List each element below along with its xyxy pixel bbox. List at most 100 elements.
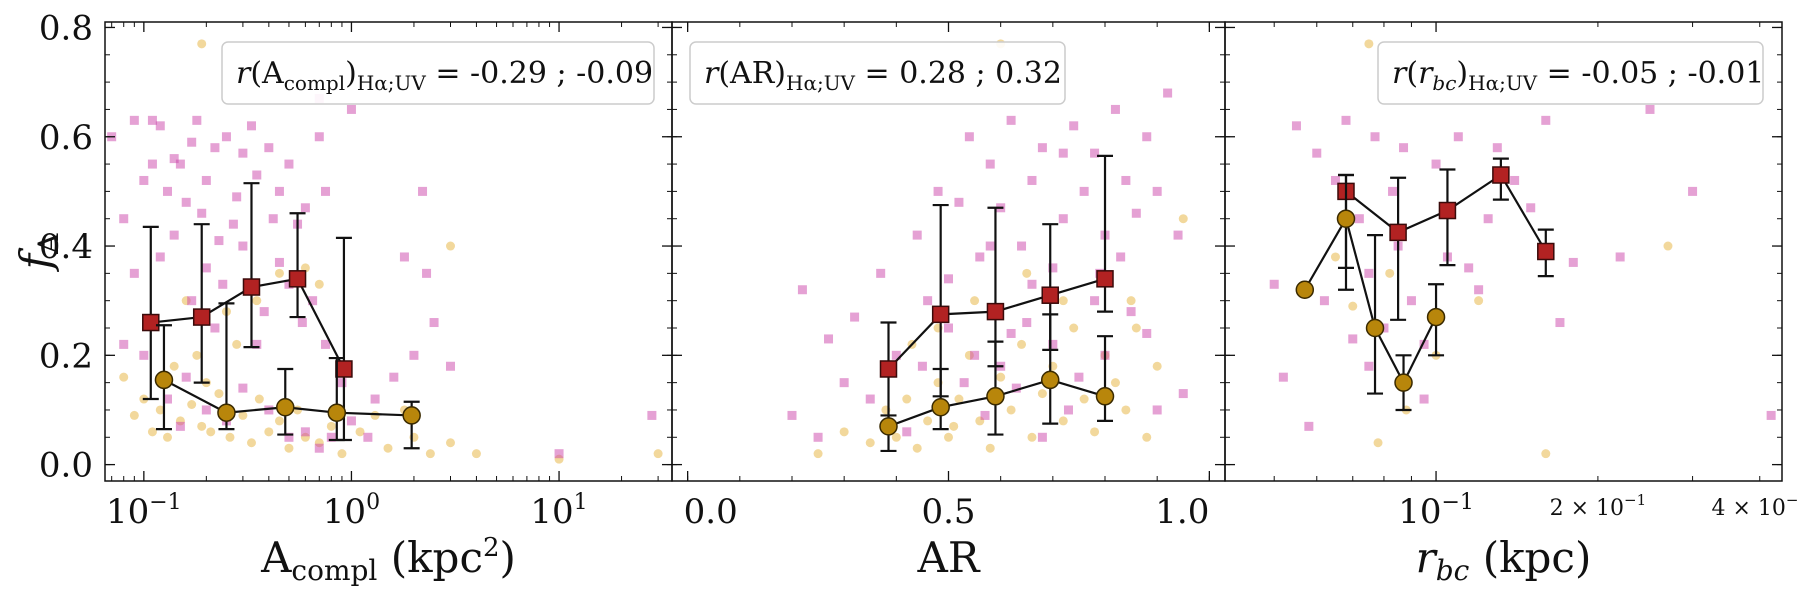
ha-scatter-point — [238, 148, 248, 158]
uv-binned-marker — [1365, 318, 1385, 338]
uv-scatter-point — [1090, 427, 1100, 437]
ha-scatter-point — [1006, 115, 1016, 125]
ha-scatter-point — [155, 252, 165, 262]
ha-scatter-point — [1399, 143, 1409, 153]
ha-scatter-point — [1319, 296, 1329, 306]
uv-binned-marker — [1394, 373, 1413, 392]
uv-scatter-point — [155, 405, 165, 415]
uv-scatter-point — [1364, 39, 1374, 49]
uv-scatter-point — [445, 438, 455, 448]
ha-scatter-point — [346, 416, 356, 426]
uv-scatter-point — [129, 410, 139, 420]
ha-scatter-point — [246, 121, 256, 131]
uv-scatter-point — [1373, 438, 1383, 448]
ha-scatter-point — [346, 104, 356, 114]
ha-scatter-point — [175, 159, 185, 169]
uv-scatter-point — [214, 389, 224, 399]
ha-binned-marker — [1041, 286, 1059, 304]
ha-scatter-point — [944, 274, 953, 284]
ha-scatter-point — [1152, 405, 1162, 415]
ha-scatter-point — [169, 230, 179, 240]
ha-scatter-point — [232, 192, 242, 202]
uv-scatter-point — [1474, 296, 1484, 306]
uv-scatter-point — [912, 443, 922, 453]
ha-scatter-point — [839, 378, 849, 388]
uv-binned-marker — [1295, 280, 1315, 299]
ha-scatter-point — [1312, 148, 1322, 158]
uv-scatter-point — [1152, 361, 1162, 371]
ha-scatter-point — [1037, 143, 1047, 153]
ha-scatter-point — [187, 296, 197, 306]
ha-binned-marker — [1389, 223, 1407, 242]
ha-scatter-point — [985, 159, 995, 169]
panel-middle: 0.0 0.5 1.0 AR r(AR)Hα;UV = 0.28 ; 0.32 — [671, 21, 1226, 582]
ha-scatter-point — [284, 159, 294, 169]
ha-scatter-point — [1022, 318, 1032, 328]
uv-scatter-point — [1037, 389, 1047, 399]
uv-scatter-point — [232, 339, 242, 349]
uv-scatter-point — [865, 438, 875, 448]
uv-binned-marker — [402, 406, 421, 425]
ha-scatter-point — [1142, 328, 1152, 338]
ha-scatter-point — [1126, 307, 1136, 317]
ha-scatter-point — [129, 268, 139, 278]
ha-scatter-point — [429, 318, 439, 328]
ha-scatter-point — [1131, 208, 1141, 218]
ha-scatter-point — [1388, 186, 1398, 196]
ha-scatter-point — [1152, 186, 1162, 196]
ha-binned-marker — [986, 302, 1005, 321]
uv-binned-marker — [1336, 209, 1356, 228]
correlation-annotation-box — [221, 41, 655, 105]
ha-scatter-point — [1766, 410, 1776, 420]
ha-scatter-point — [337, 378, 347, 388]
ha-binned-marker — [192, 308, 211, 326]
ha-scatter-point — [274, 186, 284, 196]
y-tick-label: 0.8 — [39, 8, 93, 48]
ha-binned-marker — [931, 305, 950, 324]
y-tick-label: 0.0 — [39, 446, 93, 486]
uv-scatter-point — [996, 372, 1006, 382]
uv-scatter-point — [119, 372, 129, 382]
uv-scatter-point — [274, 268, 284, 278]
ha-binned-marker — [1492, 166, 1510, 184]
uv-scatter-point — [1006, 405, 1016, 415]
uv-scatter-point — [923, 416, 933, 426]
uv-scatter-point — [954, 394, 964, 404]
ha-scatter-point — [162, 186, 172, 196]
uv-binned-marker — [276, 397, 295, 417]
uv-binned-marker — [986, 387, 1005, 406]
ha-scatter-point — [1116, 252, 1126, 262]
ha-scatter-point — [1058, 148, 1068, 158]
correlation-annotation-box — [1377, 41, 1764, 105]
ha-scatter-point — [902, 427, 912, 437]
ha-scatter-point — [210, 143, 220, 153]
ha-scatter-point — [1037, 432, 1047, 442]
ha-scatter-point — [169, 154, 179, 164]
uv-scatter-point — [1069, 323, 1079, 333]
ha-binned-marker — [288, 270, 307, 288]
uv-scatter-point — [337, 449, 347, 459]
ha-scatter-point — [1027, 279, 1037, 289]
uv-scatter-point — [1058, 416, 1068, 426]
panel-right: 10−1 2 × 10−1 4 × 10−1 rbc (kpc) r(rbc)Hα;UV… — [1224, 21, 1800, 587]
data-layer — [107, 39, 663, 464]
ha-scatter-point — [363, 432, 373, 442]
ha-scatter-point — [1510, 175, 1520, 185]
uv-scatter-point — [355, 427, 365, 437]
uv-scatter-point — [1541, 449, 1551, 459]
ha-scatter-point — [1291, 121, 1301, 131]
ha-scatter-point — [300, 203, 310, 213]
ha-scatter-point — [954, 197, 964, 207]
ha-scatter-point — [1304, 421, 1314, 431]
ha-binned-marker — [142, 313, 160, 332]
ha-scatter-point — [980, 410, 990, 420]
ha-scatter-point — [259, 307, 269, 317]
ha-scatter-point — [129, 115, 139, 125]
ha-scatter-point — [923, 296, 933, 306]
uv-scatter-point — [891, 432, 901, 442]
ha-scatter-point — [192, 115, 202, 125]
ha-scatter-point — [1173, 230, 1183, 240]
ha-scatter-point — [647, 410, 657, 420]
ha-scatter-point — [813, 432, 823, 442]
uv-scatter-point — [314, 279, 324, 289]
